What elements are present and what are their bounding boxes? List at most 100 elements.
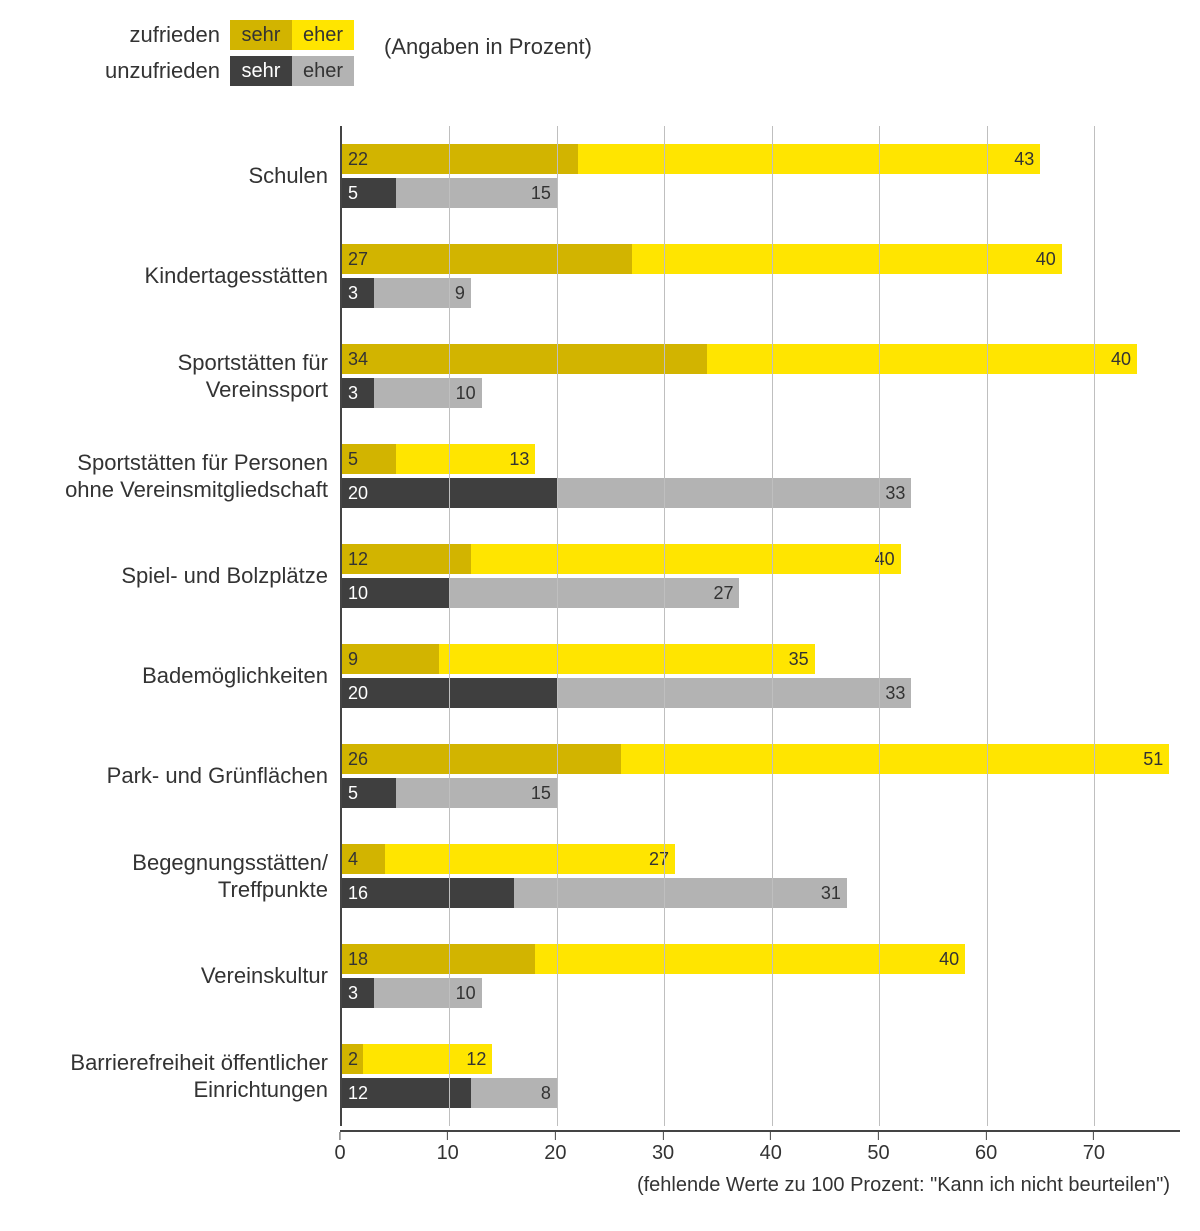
x-tick-label: 70 xyxy=(1083,1142,1105,1165)
category-label: Sportstätten für Personenohne Vereinsmit… xyxy=(20,426,340,526)
bar-segment: 40 xyxy=(471,544,901,574)
bar-segment: 12 xyxy=(342,1078,471,1108)
gridline xyxy=(1094,126,1095,1126)
x-tick: 10 xyxy=(437,1132,459,1165)
legend-swatch: sehr xyxy=(230,20,292,50)
x-tick-label: 40 xyxy=(760,1142,782,1165)
category-labels-column: SchulenKindertagesstättenSportstätten fü… xyxy=(20,126,340,1166)
x-tick-label: 10 xyxy=(437,1142,459,1165)
x-tick-label: 60 xyxy=(975,1142,997,1165)
bar-value: 22 xyxy=(348,150,368,168)
category-label: Park- und Grünflächen xyxy=(20,726,340,826)
bar-positive: 22 43 xyxy=(342,144,1180,174)
bar-segment: 27 xyxy=(449,578,739,608)
x-axis: 010203040506070 xyxy=(340,1130,1180,1166)
bar-segment: 27 xyxy=(342,244,632,274)
bar-negative: 12 8 xyxy=(342,1078,1180,1108)
legend-swatch: eher xyxy=(292,20,354,50)
bar-value: 5 xyxy=(348,184,358,202)
bar-value: 3 xyxy=(348,384,358,402)
bars-row: 2740 3 9 xyxy=(342,226,1180,326)
bar-value: 16 xyxy=(348,884,368,902)
category-label: Schulen xyxy=(20,126,340,226)
bar-value: 10 xyxy=(348,584,368,602)
bar-value: 4 xyxy=(348,850,358,868)
bar-value: 12 xyxy=(348,550,368,568)
category-label: Spiel- und Bolzplätze xyxy=(20,526,340,626)
legend-row: unzufriedensehreher xyxy=(70,56,354,86)
bar-value: 12 xyxy=(348,1084,368,1102)
bar-value: 15 xyxy=(531,784,551,802)
bar-segment: 15 xyxy=(396,778,557,808)
bar-value: 13 xyxy=(509,450,529,468)
x-tick-label: 20 xyxy=(544,1142,566,1165)
bar-segment: 8 xyxy=(471,1078,557,1108)
bar-segment: 9 xyxy=(374,278,471,308)
bar-segment: 5 xyxy=(342,778,396,808)
chart-body: SchulenKindertagesstättenSportstätten fü… xyxy=(20,126,1180,1166)
bar-value: 31 xyxy=(821,884,841,902)
legend-swatch: eher xyxy=(292,56,354,86)
x-tick: 0 xyxy=(334,1132,345,1165)
bars-row: 9 35 2033 xyxy=(342,626,1180,726)
bar-segment: 22 xyxy=(342,144,578,174)
unit-note: (Angaben in Prozent) xyxy=(384,20,592,60)
bar-positive: 2740 xyxy=(342,244,1180,274)
bar-segment: 3 xyxy=(342,278,374,308)
bar-negative: 5 15 xyxy=(342,178,1180,208)
bar-value: 2 xyxy=(348,1050,358,1068)
bars-row: 12 40 10 27 xyxy=(342,526,1180,626)
gridline xyxy=(449,126,450,1126)
bar-value: 40 xyxy=(875,550,895,568)
bar-segment: 26 xyxy=(342,744,621,774)
x-tick: 70 xyxy=(1083,1132,1105,1165)
bar-value: 5 xyxy=(348,450,358,468)
category-label: Vereinskultur xyxy=(20,926,340,1026)
bar-segment: 10 xyxy=(374,978,481,1008)
bar-value: 9 xyxy=(455,284,465,302)
bar-negative: 1631 xyxy=(342,878,1180,908)
bar-segment: 5 xyxy=(342,178,396,208)
bar-segment: 3 xyxy=(342,378,374,408)
bar-segment: 40 xyxy=(535,944,965,974)
bar-value: 35 xyxy=(789,650,809,668)
category-label: Barrierefreiheit öffentlicherEinrichtung… xyxy=(20,1026,340,1126)
bar-value: 40 xyxy=(1111,350,1131,368)
bars-row: 2651 5 15 xyxy=(342,726,1180,826)
gridline xyxy=(664,126,665,1126)
bar-value: 34 xyxy=(348,350,368,368)
bar-negative: 10 27 xyxy=(342,578,1180,608)
bar-positive: 5 13 xyxy=(342,444,1180,474)
bar-value: 10 xyxy=(456,384,476,402)
bar-negative: 5 15 xyxy=(342,778,1180,808)
x-tick: 50 xyxy=(867,1132,889,1165)
plot-area: 2243515274039344031051320331240102793520… xyxy=(340,126,1180,1126)
bars-row: 5132033 xyxy=(342,426,1180,526)
bar-positive: 427 xyxy=(342,844,1180,874)
bar-value: 33 xyxy=(885,484,905,502)
bar-negative: 2033 xyxy=(342,678,1180,708)
gridline xyxy=(879,126,880,1126)
gridline xyxy=(772,126,773,1126)
bar-positive: 2651 xyxy=(342,744,1180,774)
bar-value: 15 xyxy=(531,184,551,202)
bar-value: 3 xyxy=(348,984,358,1002)
bar-value: 43 xyxy=(1014,150,1034,168)
category-label: Sportstätten fürVereinssport xyxy=(20,326,340,426)
category-label: Begegnungsstätten/Treffpunkte xyxy=(20,826,340,926)
bar-value: 18 xyxy=(348,950,368,968)
legend-row: zufriedensehreher xyxy=(70,20,354,50)
bars-row: 2 1212 8 xyxy=(342,1026,1180,1126)
bar-value: 10 xyxy=(456,984,476,1002)
category-label: Bademöglichkeiten xyxy=(20,626,340,726)
bar-segment: 10 xyxy=(342,578,449,608)
bar-value: 27 xyxy=(348,250,368,268)
bar-segment: 31 xyxy=(514,878,847,908)
bar-value: 9 xyxy=(348,650,358,668)
bar-segment: 2 xyxy=(342,1044,363,1074)
bar-value: 26 xyxy=(348,750,368,768)
bars-row: 22 43 5 15 xyxy=(342,126,1180,226)
bar-positive: 34 40 xyxy=(342,344,1180,374)
bar-segment: 18 xyxy=(342,944,535,974)
legend-swatch: sehr xyxy=(230,56,292,86)
